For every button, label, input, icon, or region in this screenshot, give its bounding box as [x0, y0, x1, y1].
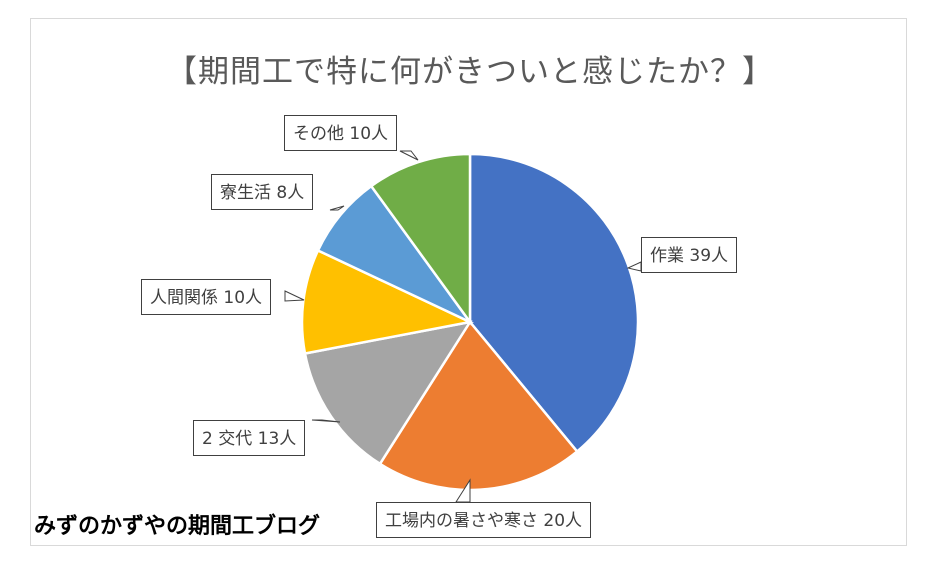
data-label-two-shift: 2 交代 13人: [193, 420, 306, 456]
callout-pointer-other: [399, 150, 419, 161]
data-label-other: その他 10人: [284, 115, 398, 151]
pie-slice-relationships: [300, 248, 475, 355]
callout-pointer-dorm-life: [329, 205, 345, 211]
callout-pointer-relationships: [284, 290, 305, 302]
pie-slice-two-shift: [303, 320, 473, 466]
data-label-relationships: 人間関係 10人: [141, 279, 272, 315]
blog-watermark: みずのかずやの期間工ブログ: [34, 514, 321, 539]
chart-title: 【期間工で特に何がきついと感じたか？】: [166, 54, 774, 90]
data-label-dorm-life: 寮生活 8人: [211, 174, 314, 210]
data-label-work: 作業 39人: [641, 237, 738, 273]
pie-slice-work: [468, 152, 640, 454]
pie-slice-other: [369, 152, 472, 326]
data-label-factory-temperature: 工場内の暑さや寒さ 20人: [376, 502, 592, 538]
pie-slice-factory-temperature: [378, 319, 579, 492]
callout-pointer-two-shift: [311, 419, 341, 423]
